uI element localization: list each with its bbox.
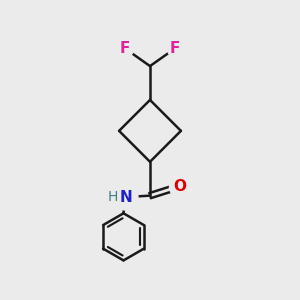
Text: F: F [170, 41, 180, 56]
Text: N: N [120, 190, 133, 205]
Text: H: H [108, 190, 119, 204]
Text: F: F [120, 41, 130, 56]
Text: O: O [173, 179, 186, 194]
